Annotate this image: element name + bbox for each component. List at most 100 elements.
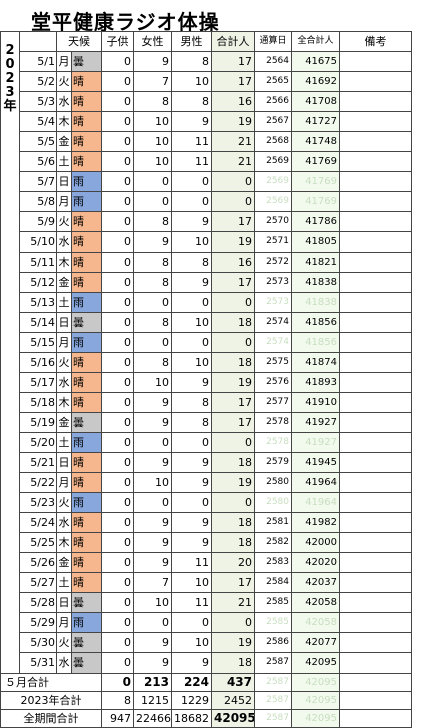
men-cell[interactable]: 11 xyxy=(171,552,212,574)
notes-cell[interactable] xyxy=(339,492,412,514)
weather-cell[interactable]: 晴 xyxy=(71,532,102,554)
date-cell[interactable]: 5/11 xyxy=(19,251,57,273)
children-cell[interactable]: 0 xyxy=(101,411,134,433)
running-total-cell[interactable]: 41708 xyxy=(291,91,340,113)
summary-running-total[interactable]: 42095 xyxy=(291,672,340,692)
running-total-cell[interactable]: 42020 xyxy=(291,552,340,574)
running-total-cell[interactable]: 41893 xyxy=(291,371,340,393)
notes-cell[interactable] xyxy=(339,231,412,253)
children-cell[interactable]: 0 xyxy=(101,251,134,273)
children-cell[interactable]: 0 xyxy=(101,512,134,534)
women-cell[interactable]: 8 xyxy=(133,271,172,293)
day-of-week-cell[interactable]: 火 xyxy=(56,492,72,514)
date-cell[interactable]: 5/5 xyxy=(19,131,57,153)
running-total-cell[interactable]: 41838 xyxy=(291,271,340,293)
men-cell[interactable]: 9 xyxy=(171,652,212,674)
notes-cell[interactable] xyxy=(339,251,412,273)
weather-cell[interactable]: 曇 xyxy=(71,51,102,73)
women-cell[interactable]: 0 xyxy=(133,291,172,313)
total-cell[interactable]: 21 xyxy=(211,131,255,153)
weather-cell[interactable]: 晴 xyxy=(71,151,102,173)
running-days-cell[interactable]: 2574 xyxy=(254,331,292,353)
women-cell[interactable]: 0 xyxy=(133,171,172,193)
running-days-cell[interactable]: 2574 xyxy=(254,311,292,333)
running-total-cell[interactable]: 41856 xyxy=(291,331,340,353)
running-days-cell[interactable]: 2564 xyxy=(254,51,292,73)
summary-women[interactable]: 213 xyxy=(133,672,172,692)
notes-cell[interactable] xyxy=(339,331,412,353)
date-cell[interactable]: 5/16 xyxy=(19,351,57,373)
running-total-cell[interactable]: 41769 xyxy=(291,191,340,213)
children-cell[interactable]: 0 xyxy=(101,572,134,594)
men-cell[interactable]: 9 xyxy=(171,472,212,494)
running-total-cell[interactable]: 41964 xyxy=(291,472,340,494)
running-total-cell[interactable]: 41838 xyxy=(291,291,340,313)
running-total-cell[interactable]: 42077 xyxy=(291,632,340,654)
women-cell[interactable]: 10 xyxy=(133,131,172,153)
men-cell[interactable]: 0 xyxy=(171,191,212,213)
running-total-cell[interactable]: 41927 xyxy=(291,411,340,433)
children-cell[interactable]: 0 xyxy=(101,71,134,93)
notes-cell[interactable] xyxy=(339,131,412,153)
total-cell[interactable]: 21 xyxy=(211,151,255,173)
women-cell[interactable]: 10 xyxy=(133,472,172,494)
weather-cell[interactable]: 晴 xyxy=(71,71,102,93)
day-of-week-cell[interactable]: 日 xyxy=(56,451,72,474)
running-days-cell[interactable]: 2573 xyxy=(254,291,292,313)
men-cell[interactable]: 9 xyxy=(171,512,212,534)
women-cell[interactable]: 0 xyxy=(133,191,172,213)
date-cell[interactable]: 5/9 xyxy=(19,211,57,233)
weather-cell[interactable]: 晴 xyxy=(71,231,102,253)
notes-cell[interactable] xyxy=(339,632,412,654)
date-cell[interactable]: 5/13 xyxy=(19,291,57,313)
summary-children[interactable]: 947 xyxy=(101,708,134,728)
total-cell[interactable]: 18 xyxy=(211,311,255,333)
date-cell[interactable]: 5/7 xyxy=(19,171,57,193)
running-total-cell[interactable]: 42058 xyxy=(291,612,340,634)
men-cell[interactable]: 11 xyxy=(171,131,212,153)
running-days-cell[interactable]: 2580 xyxy=(254,472,292,494)
weather-cell[interactable]: 晴 xyxy=(71,271,102,293)
total-cell[interactable]: 0 xyxy=(211,331,255,353)
day-of-week-cell[interactable]: 金 xyxy=(56,552,72,574)
notes-cell[interactable] xyxy=(339,451,412,474)
total-cell[interactable]: 18 xyxy=(211,351,255,373)
notes-cell[interactable] xyxy=(339,351,412,373)
day-of-week-cell[interactable]: 月 xyxy=(56,472,72,494)
running-total-cell[interactable]: 41769 xyxy=(291,171,340,193)
running-total-cell[interactable]: 41748 xyxy=(291,131,340,153)
children-cell[interactable]: 0 xyxy=(101,131,134,153)
running-days-cell[interactable]: 2578 xyxy=(254,431,292,453)
total-cell[interactable]: 18 xyxy=(211,652,255,674)
notes-cell[interactable] xyxy=(339,652,412,674)
notes-cell[interactable] xyxy=(339,311,412,333)
running-days-cell[interactable]: 2570 xyxy=(254,211,292,233)
date-cell[interactable]: 5/30 xyxy=(19,632,57,654)
children-cell[interactable]: 0 xyxy=(101,231,134,253)
women-cell[interactable]: 10 xyxy=(133,111,172,133)
children-cell[interactable]: 0 xyxy=(101,171,134,193)
running-total-cell[interactable]: 41874 xyxy=(291,351,340,373)
running-total-cell[interactable]: 41982 xyxy=(291,512,340,534)
running-total-cell[interactable]: 41856 xyxy=(291,311,340,333)
running-days-cell[interactable]: 2577 xyxy=(254,391,292,413)
running-days-cell[interactable]: 2580 xyxy=(254,492,292,514)
total-cell[interactable]: 0 xyxy=(211,291,255,313)
men-cell[interactable]: 9 xyxy=(171,111,212,133)
running-days-cell[interactable]: 2585 xyxy=(254,592,292,614)
notes-cell[interactable] xyxy=(339,51,412,73)
running-total-cell[interactable]: 41786 xyxy=(291,211,340,233)
men-cell[interactable]: 0 xyxy=(171,171,212,193)
total-cell[interactable]: 17 xyxy=(211,51,255,73)
total-cell[interactable]: 18 xyxy=(211,532,255,554)
day-of-week-cell[interactable]: 金 xyxy=(56,271,72,293)
children-cell[interactable]: 0 xyxy=(101,451,134,474)
women-cell[interactable]: 9 xyxy=(133,652,172,674)
men-cell[interactable]: 0 xyxy=(171,331,212,353)
total-cell[interactable]: 17 xyxy=(211,271,255,293)
men-cell[interactable]: 0 xyxy=(171,612,212,634)
day-of-week-cell[interactable]: 月 xyxy=(56,331,72,353)
date-cell[interactable]: 5/25 xyxy=(19,532,57,554)
children-cell[interactable]: 0 xyxy=(101,151,134,173)
day-of-week-cell[interactable]: 月 xyxy=(56,51,72,73)
